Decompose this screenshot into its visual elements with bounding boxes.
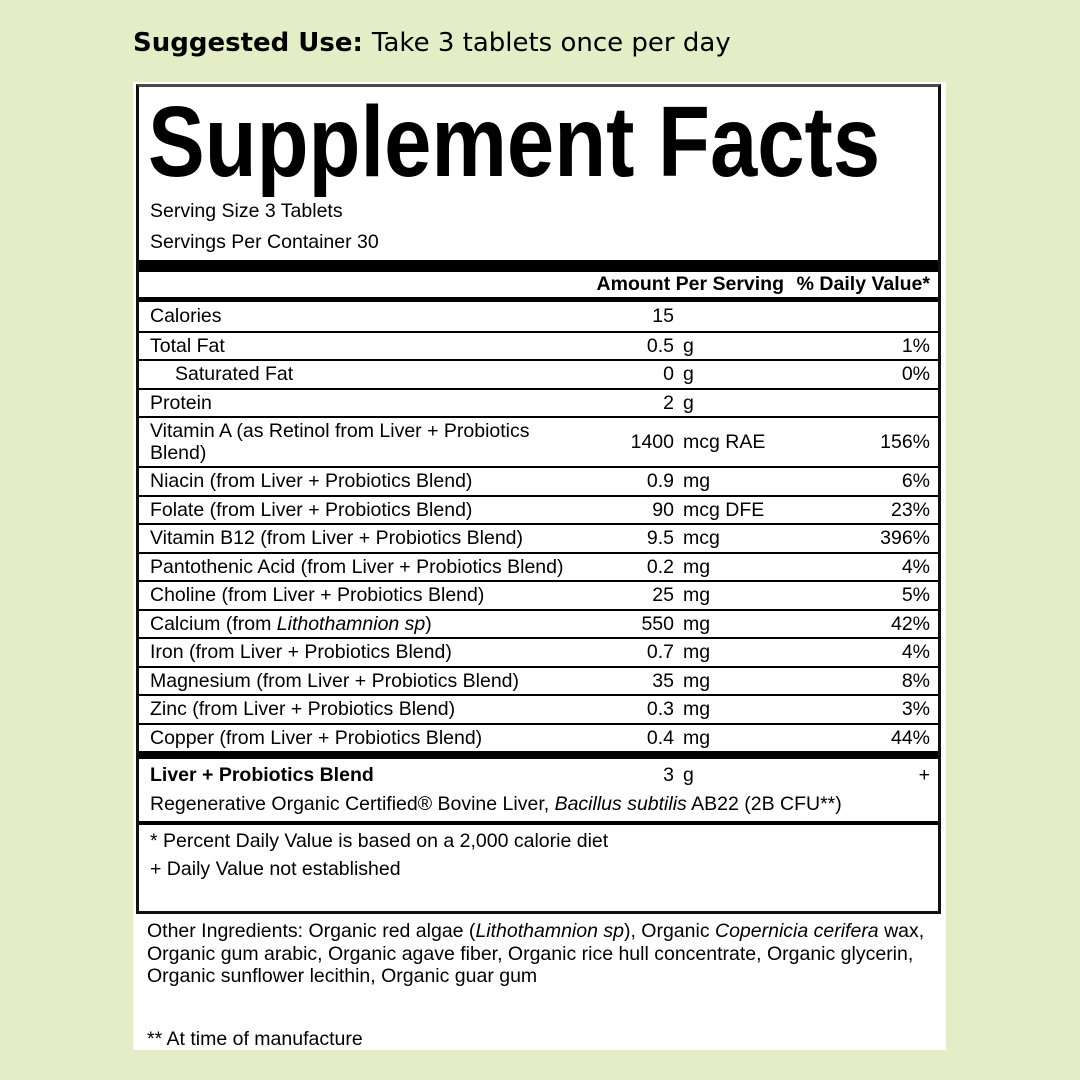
nutrient-name: Vitamin B12 (from Liver + Probiotics Ble…	[150, 527, 524, 550]
nutrient-row: Saturated Fat 0 g 0%	[139, 359, 938, 388]
nutrient-amount: 1400	[630, 431, 674, 453]
nutrient-daily-value: 396%	[880, 527, 930, 550]
nutrient-unit: mg	[683, 612, 711, 635]
nutrient-amount: 550	[641, 612, 674, 635]
nutrient-name: Folate (from Liver + Probiotics Blend)	[150, 498, 473, 521]
nutrient-row: Iron (from Liver + Probiotics Blend) 0.7…	[139, 637, 938, 666]
nutrient-daily-value: 3%	[901, 698, 930, 721]
nutrient-name: Zinc (from Liver + Probiotics Blend)	[150, 698, 456, 721]
blend-row: Liver + Probiotics Blend 3 g +	[139, 759, 938, 791]
nutrient-name: Total Fat	[150, 334, 225, 357]
nutrient-unit: g	[683, 334, 694, 357]
nutrient-row: Pantothenic Acid (from Liver + Probiotic…	[139, 551, 938, 581]
footnote-percent-daily-value: * Percent Daily Value is based on a 2,00…	[150, 830, 609, 852]
nutrient-unit: mg	[683, 641, 711, 664]
nutrient-amount: 0.7	[646, 641, 674, 664]
nutrient-name: Saturated Fat	[175, 363, 294, 386]
nutrient-row: Magnesium (from Liver + Probiotics Blend…	[139, 665, 938, 695]
column-header-daily-value: % Daily Value*	[796, 273, 930, 295]
nutrient-name: Iron (from Liver + Probiotics Blend)	[150, 641, 452, 664]
blend-description: Regenerative Organic Certified® Bovine L…	[150, 793, 842, 815]
nutrient-row: Total Fat 0.5 g 1%	[139, 330, 938, 360]
nutrient-row: Calories 15	[139, 302, 938, 331]
divider-thick-top	[139, 260, 938, 272]
nutrient-row: Vitamin B12 (from Liver + Probiotics Ble…	[139, 523, 938, 552]
nutrient-daily-value: 156%	[880, 431, 930, 453]
nutrient-daily-value: 0%	[901, 363, 930, 386]
suggested-use-line: Suggested Use: Take 3 tablets once per da…	[133, 26, 731, 60]
nutrient-row: Choline (from Liver + Probiotics Blend) …	[139, 580, 938, 609]
nutrient-unit: mg	[683, 726, 711, 749]
suggested-use-text: Take 3 tablets once per day	[371, 28, 731, 58]
supplement-facts-box: Supplement Facts Serving Size 3 Tablets …	[136, 84, 941, 914]
nutrient-unit: g	[683, 391, 694, 414]
nutrient-unit: mg	[683, 698, 711, 721]
nutrient-row: Zinc (from Liver + Probiotics Blend) 0.3…	[139, 694, 938, 723]
nutrient-row: Niacin (from Liver + Probiotics Blend) 0…	[139, 466, 938, 495]
nutrient-name: Pantothenic Acid (from Liver + Probiotic…	[150, 555, 564, 578]
nutrient-name: Copper (from Liver + Probiotics Blend)	[150, 726, 483, 749]
blend-daily-value: +	[918, 764, 930, 786]
nutrient-row: Calcium (from Lithothamnion sp) 550 mg 4…	[139, 608, 938, 638]
nutrient-name: Calcium (from Lithothamnion sp)	[150, 612, 432, 635]
nutrient-daily-value: 4%	[901, 555, 930, 578]
nutrient-daily-value: 5%	[901, 584, 930, 607]
nutrient-row: Folate (from Liver + Probiotics Blend) 9…	[139, 494, 938, 524]
nutrient-amount: 0.3	[646, 698, 674, 721]
divider-thick-blend	[139, 751, 938, 759]
nutrient-name: Protein	[150, 391, 212, 414]
divider-footnotes	[139, 821, 938, 825]
label-panel: Supplement Facts Serving Size 3 Tablets …	[133, 82, 946, 1050]
nutrient-amount: 25	[652, 584, 674, 607]
servings-per-container: Servings Per Container 30	[150, 231, 379, 253]
other-ingredients: Other Ingredients: Organic red algae (Li…	[147, 920, 925, 987]
nutrient-name: Choline (from Liver + Probiotics Blend)	[150, 584, 485, 607]
nutrient-daily-value: 1%	[901, 334, 930, 357]
nutrient-name: Vitamin A (as Retinol from Liver + Probi…	[150, 420, 530, 464]
blend-name: Liver + Probiotics Blend	[150, 764, 374, 786]
nutrient-daily-value: 6%	[901, 470, 930, 493]
nutrient-unit: mg	[683, 470, 711, 493]
nutrient-amount: 0.4	[646, 726, 674, 749]
nutrient-amount: 15	[652, 305, 674, 328]
nutrient-amount: 35	[652, 669, 674, 692]
nutrient-daily-value: 44%	[890, 726, 930, 749]
nutrient-amount: 90	[652, 498, 674, 521]
nutrient-daily-value: 23%	[890, 498, 930, 521]
nutrient-amount: 0.2	[646, 555, 674, 578]
nutrient-daily-value: 8%	[901, 669, 930, 692]
nutrient-row: Protein 2 g	[139, 387, 938, 417]
nutrient-amount: 0.5	[646, 334, 674, 357]
nutrient-row: Vitamin A (as Retinol from Liver + Probi…	[139, 416, 938, 466]
nutrient-unit: mcg RAE	[683, 431, 766, 453]
nutrient-daily-value: 42%	[890, 612, 930, 635]
suggested-use-label: Suggested Use:	[133, 28, 363, 58]
nutrient-amount: 0.9	[646, 470, 674, 493]
nutrient-amount: 0	[663, 363, 674, 386]
nutrient-unit: mg	[683, 584, 711, 607]
nutrient-unit: mcg DFE	[683, 498, 765, 521]
nutrient-row: Copper (from Liver + Probiotics Blend) 0…	[139, 722, 938, 752]
blend-unit: g	[683, 764, 694, 786]
nutrient-unit: mg	[683, 669, 711, 692]
nutrient-name: Niacin (from Liver + Probiotics Blend)	[150, 470, 473, 493]
column-header-row: Amount Per Serving % Daily Value*	[139, 272, 938, 302]
serving-size: Serving Size 3 Tablets	[150, 200, 343, 222]
nutrient-daily-value: 4%	[901, 641, 930, 664]
manufacture-note: ** At time of manufacture	[147, 1027, 363, 1050]
nutrient-name: Calories	[150, 305, 222, 328]
nutrient-unit: mg	[683, 555, 711, 578]
nutrient-rows: Calories 15 Total Fat 0.5 g 1% Saturated…	[139, 302, 938, 751]
nutrient-amount: 9.5	[646, 527, 674, 550]
footnote-daily-value-not-established: + Daily Value not established	[150, 858, 401, 880]
nutrient-unit: mcg	[683, 527, 720, 550]
supplement-facts-title: Supplement Facts	[148, 86, 881, 198]
nutrient-name: Magnesium (from Liver + Probiotics Blend…	[150, 669, 520, 692]
column-header-amount: Amount Per Serving	[596, 273, 784, 295]
blend-amount: 3	[663, 764, 674, 786]
nutrient-unit: g	[683, 363, 694, 386]
nutrient-amount: 2	[663, 391, 674, 414]
